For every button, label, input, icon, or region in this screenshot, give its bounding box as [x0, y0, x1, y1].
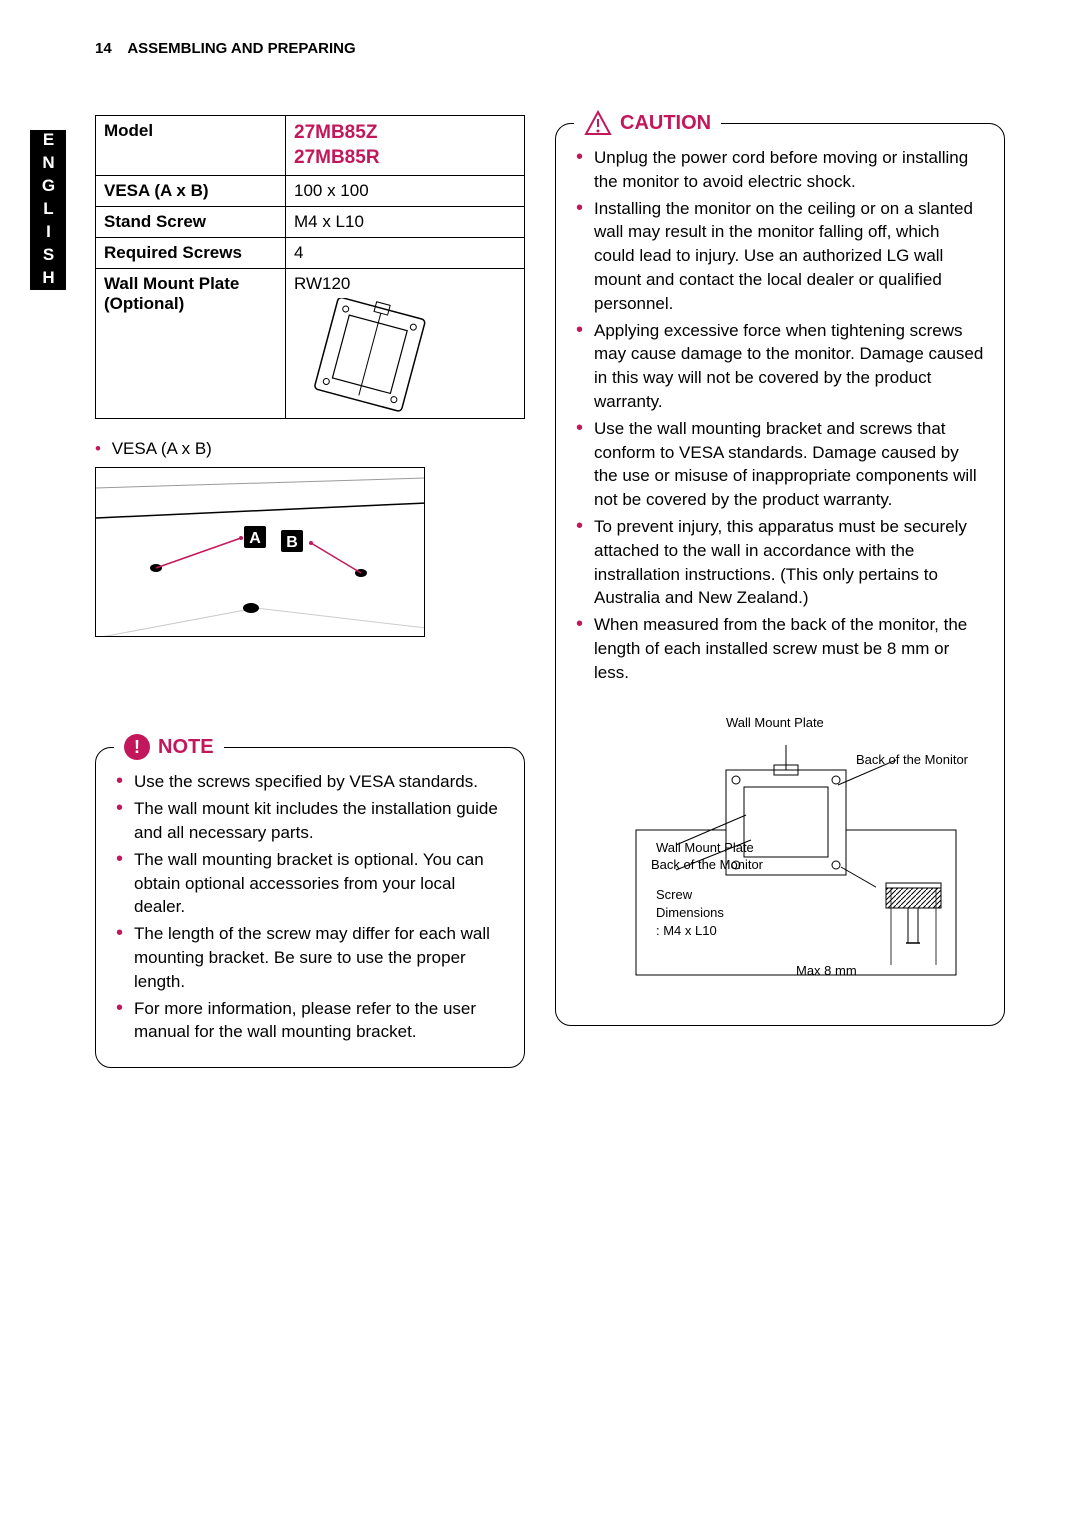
caution-header: CAUTION [574, 110, 721, 136]
label-wallmount: Wall Mount Plate (Optional) [96, 269, 286, 419]
mount-label-back: Back of the Monitor [856, 752, 968, 767]
note-item: Use the screws specified by VESA standar… [116, 770, 504, 794]
note-item: The wall mount kit includes the installa… [116, 797, 504, 845]
right-column: CAUTION Unplug the power cord before mov… [555, 115, 1005, 1068]
note-item: For more information, please refer to th… [116, 997, 504, 1045]
note-header: ! NOTE [114, 734, 224, 760]
label-standscrew: Stand Screw [96, 207, 286, 238]
mount-label-screw: Screw [656, 887, 692, 902]
label-model: Model [96, 116, 286, 176]
value-vesa: 100 x 100 [286, 176, 525, 207]
table-row: Model 27MB85Z 27MB85R [96, 116, 525, 176]
note-icon: ! [124, 734, 150, 760]
language-tab: ENGLISH [30, 130, 66, 290]
section-title: ASSEMBLING AND PREPARING [127, 40, 355, 57]
note-item: The wall mounting bracket is optional. Y… [116, 848, 504, 919]
marker-b: B [286, 534, 298, 551]
mount-label-max: Max 8 mm [796, 963, 857, 978]
table-row: VESA (A x B) 100 x 100 [96, 176, 525, 207]
table-row: Required Screws 4 [96, 238, 525, 269]
mount-label-plate2: Wall Mount Plate [656, 840, 754, 855]
table-row: Stand Screw M4 x L10 [96, 207, 525, 238]
mount-label-plate: Wall Mount Plate [726, 715, 824, 730]
caution-title: CAUTION [620, 112, 711, 135]
note-item: The length of the screw may differ for e… [116, 922, 504, 993]
wall-plate-icon [294, 298, 444, 413]
caution-item: Applying excessive force when tightening… [576, 319, 984, 414]
mount-diagram: Wall Mount Plate Back of the Monitor Wal… [596, 715, 986, 1005]
mount-label-dims2: : M4 x L10 [656, 923, 717, 938]
note-callout: ! NOTE Use the screws specified by VESA … [95, 747, 525, 1068]
content: Model 27MB85Z 27MB85R VESA (A x B) 100 x… [95, 115, 1020, 1068]
caution-item: Unplug the power cord before moving or i… [576, 146, 984, 194]
caution-icon [584, 110, 612, 136]
label-reqscrews: Required Screws [96, 238, 286, 269]
table-row: Wall Mount Plate (Optional) RW120 [96, 269, 525, 419]
page-header: 14 ASSEMBLING AND PREPARING [95, 40, 356, 57]
caution-item: To prevent injury, this apparatus must b… [576, 515, 984, 610]
value-standscrew: M4 x L10 [286, 207, 525, 238]
spec-table: Model 27MB85Z 27MB85R VESA (A x B) 100 x… [95, 115, 525, 419]
note-title: NOTE [158, 736, 214, 759]
caution-item: Installing the monitor on the ceiling or… [576, 197, 984, 316]
vesa-caption: • VESA (A x B) [95, 439, 525, 459]
marker-a: A [249, 530, 261, 547]
mount-label-back2: Back of the Monitor [651, 857, 763, 872]
page-number: 14 [95, 40, 112, 57]
caution-list: Unplug the power cord before moving or i… [576, 146, 984, 685]
caution-item: Use the wall mounting bracket and screws… [576, 417, 984, 512]
value-model: 27MB85Z 27MB85R [286, 116, 525, 176]
left-column: Model 27MB85Z 27MB85R VESA (A x B) 100 x… [95, 115, 525, 1068]
value-reqscrews: 4 [286, 238, 525, 269]
label-vesa: VESA (A x B) [96, 176, 286, 207]
mount-label-dims: Dimensions [656, 905, 724, 920]
value-wallmount: RW120 [286, 269, 525, 419]
bullet-icon: • [95, 439, 101, 458]
vesa-diagram: A B [95, 467, 425, 637]
caution-item: When measured from the back of the monit… [576, 613, 984, 684]
note-list: Use the screws specified by VESA standar… [116, 770, 504, 1044]
caution-callout: CAUTION Unplug the power cord before mov… [555, 123, 1005, 1026]
